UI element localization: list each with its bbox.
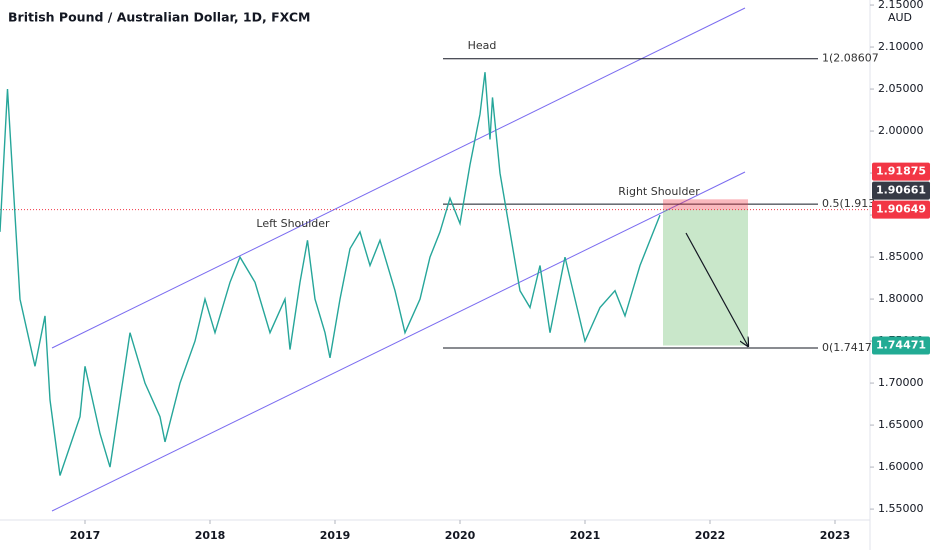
price-tag [872, 200, 930, 219]
y-tick-label: 1.80000 [878, 292, 924, 305]
price-tag [872, 181, 930, 200]
price-tag [872, 162, 930, 181]
y-tick-label: 1.60000 [878, 460, 924, 473]
y-tick-label: 2.00000 [878, 124, 924, 137]
x-tick-label: 2019 [320, 529, 351, 542]
annotation: Head [468, 39, 497, 52]
projection-arrow [685, 232, 748, 346]
channel-lower [51, 171, 746, 512]
currency-bg [884, 10, 916, 26]
fib-label: 1(2.08607 [822, 52, 879, 65]
x-tick-label: 2022 [695, 529, 726, 542]
fib-label: 0(1.7417 [822, 341, 872, 354]
annotation: Right Shoulder [618, 185, 700, 198]
y-tick-label: 2.10000 [878, 40, 924, 53]
y-tick-label: 2.15000 [878, 0, 924, 11]
x-tick-label: 2017 [70, 529, 101, 542]
fib-label: 0.5(1.913 [822, 197, 875, 210]
y-tick-label: 1.70000 [878, 376, 924, 389]
x-tick-label: 2020 [445, 529, 476, 542]
x-tick-label: 2023 [820, 529, 851, 542]
y-tick-label: 2.05000 [878, 82, 924, 95]
price-line [0, 72, 661, 476]
plot-area [0, 7, 870, 512]
price-tag-label: 1.74471 [876, 339, 926, 352]
y-tick-label: 1.55000 [878, 502, 924, 515]
price-tag-label: 1.91875 [876, 165, 926, 178]
currency-label: AUD [888, 11, 912, 24]
x-tick-label: 2021 [570, 529, 601, 542]
price-tag-label: 1.90649 [876, 203, 926, 216]
channel-upper [51, 7, 746, 349]
target-zone [663, 209, 748, 346]
y-tick-label: 1.65000 [878, 418, 924, 431]
price-tag [872, 336, 930, 355]
x-tick-label: 2018 [195, 529, 226, 542]
price-tag-label: 1.90661 [876, 184, 926, 197]
chart-title: British Pound / Australian Dollar, 1D, F… [8, 10, 310, 25]
stop-zone [663, 199, 748, 210]
annotation: Left Shoulder [256, 217, 330, 230]
y-tick-label: 1.85000 [878, 250, 924, 263]
